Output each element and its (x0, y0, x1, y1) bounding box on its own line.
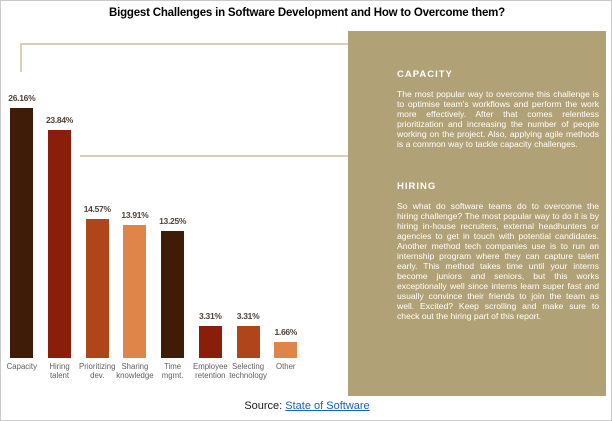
category-label: Prioritizing dev. (79, 362, 116, 380)
source-link[interactable]: State of Software (285, 400, 370, 412)
explanation-panel: CAPACITY The most popular way to overcom… (348, 31, 606, 396)
category-label: Time mgmt. (161, 362, 184, 380)
bar-1 (48, 130, 71, 358)
category-label: Selecting technology (229, 362, 267, 380)
bar-7 (274, 342, 298, 358)
bar-chart: 26.16% Capacity 23.84% Hiring talent 14.57% P… (1, 1, 347, 420)
bar-value-label: 3.31% (199, 311, 222, 321)
bar-4 (161, 231, 185, 358)
bar-value-label: 14.57% (83, 204, 111, 214)
bar-6 (236, 326, 260, 358)
hiring-section-body: So what do software teams do to overcome… (397, 201, 599, 321)
capacity-connector-line-horizontal (20, 43, 348, 45)
bar-2 (85, 219, 109, 358)
source-line: Source: State of Software (1, 400, 611, 412)
bar-value-label: 3.31% (236, 311, 260, 321)
bar-value-label: 26.16% (8, 93, 36, 103)
bar-value-label: 23.84% (45, 115, 74, 125)
category-label: Hiring talent (49, 362, 70, 380)
bar-value-label: 13.25% (159, 216, 187, 226)
bar-value-label: 1.66% (274, 327, 298, 337)
capacity-section-body: The most popular way to overcome this ch… (397, 89, 599, 149)
category-label: Employee retention (193, 362, 228, 380)
category-label: Sharing knowledge (116, 362, 154, 380)
category-label: Other (276, 362, 296, 371)
source-prefix: Source: (244, 400, 286, 412)
hiring-section-heading: HIRING (397, 181, 437, 192)
bar-5 (198, 326, 222, 358)
hiring-connector-line-horizontal (80, 155, 348, 157)
bar-value-label: 13.91% (121, 210, 149, 220)
page-title: Biggest Challenges in Software Developme… (108, 7, 505, 19)
bar-3 (123, 225, 147, 358)
category-label: Capacity (6, 362, 37, 371)
capacity-connector-line-vertical (20, 43, 22, 72)
capacity-section-heading: CAPACITY (397, 69, 453, 80)
bar-0 (10, 108, 34, 358)
